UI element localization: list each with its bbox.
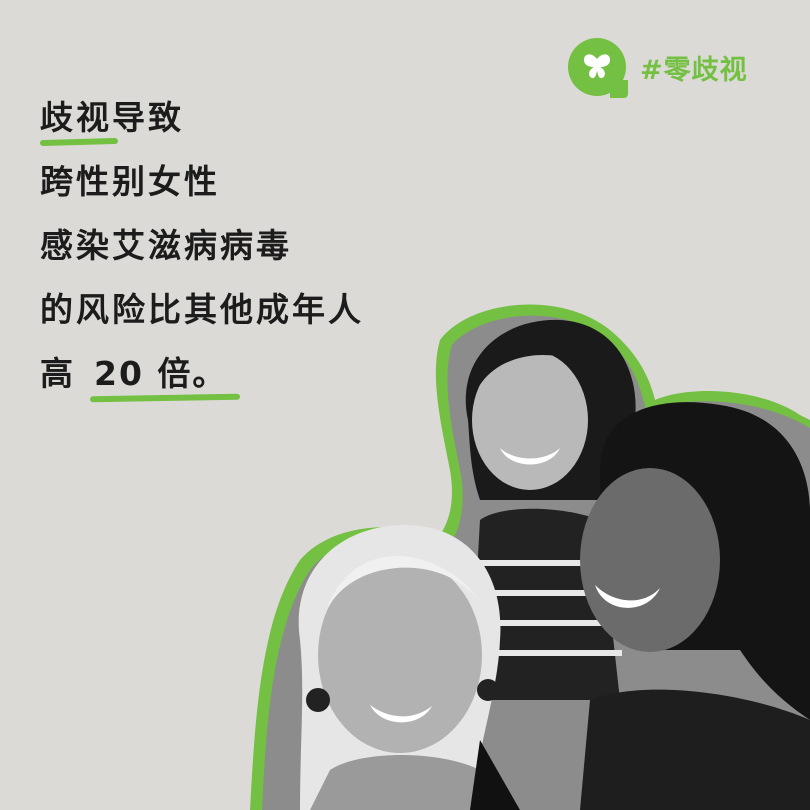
person-front bbox=[298, 525, 520, 810]
headline-line-1-rest: 导致 bbox=[112, 98, 184, 137]
headline-line-1: 歧视导致 bbox=[39, 88, 364, 152]
person-right bbox=[580, 402, 810, 810]
headline-line-4: 的风险比其他成年人 bbox=[40, 290, 364, 329]
butterfly-icon bbox=[568, 38, 628, 98]
headline-line-2: 跨性别女性 bbox=[40, 162, 220, 201]
headline-highlight-word: 歧视 bbox=[40, 98, 112, 137]
headline-line-3: 感染艾滋病病毒 bbox=[40, 226, 292, 265]
headline: 歧视导致 跨性别女性 感染艾滋病病毒 的风险比其他成年人 高 20 倍。 bbox=[39, 88, 364, 408]
brand-hashtag: #零歧视 bbox=[640, 54, 748, 86]
headline-line-5-prefix: 高 bbox=[40, 354, 76, 393]
brand-tag: #零歧视 bbox=[568, 38, 748, 98]
person-top bbox=[465, 319, 636, 700]
headline-number: 20 倍 bbox=[94, 354, 193, 393]
headline-line-5-suffix: 。 bbox=[192, 354, 229, 393]
headline-line-5: 高 20 倍。 bbox=[40, 344, 364, 408]
